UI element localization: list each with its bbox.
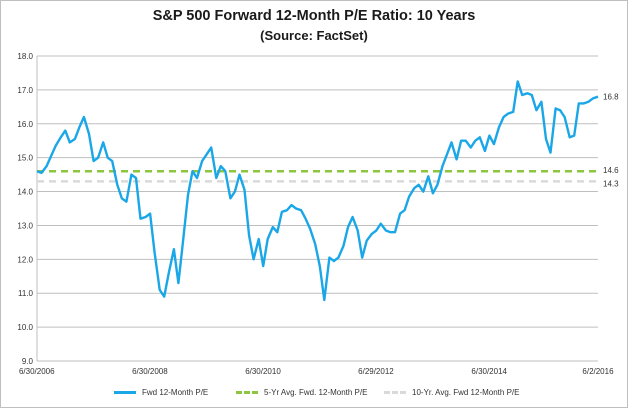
line-fwd-pe [36, 80, 599, 302]
y-tick-label: 9.0 [22, 357, 34, 366]
legend-item-fwd-pe: Fwd 12-Month P/E [114, 388, 208, 397]
legend-swatch-10yr-avg [384, 391, 406, 394]
legend-label-10yr-avg: 10-Yr. Avg. Fwd 12-Month P/E [412, 388, 520, 397]
y-tick-label: 12.0 [17, 255, 33, 264]
chart-title: S&P 500 Forward 12-Month P/E Ratio: 10 Y… [152, 8, 476, 24]
x-tick-label: 6/30/2014 [471, 367, 507, 376]
legend-item-10yr-avg: 10-Yr. Avg. Fwd 12-Month P/E [384, 388, 519, 397]
legend-swatch-5yr-avg [236, 391, 258, 394]
end-label-fwd-pe: 16.8 [603, 93, 619, 102]
legend-swatch-fwd-pe [114, 391, 136, 394]
x-tick-label: 6/2/2016 [582, 367, 614, 376]
legend-label-5yr-avg: 5-Yr Avg. Fwd. 12-Month P/E [264, 388, 368, 397]
end-label-5yr-avg: 14.6 [603, 166, 619, 175]
x-tick-label: 6/30/2006 [19, 367, 55, 376]
x-tick-label: 6/30/2010 [245, 367, 281, 376]
end-label-10yr-avg: 14.3 [603, 179, 619, 188]
y-tick-label: 17.0 [17, 86, 33, 95]
legend-item-5yr-avg: 5-Yr Avg. Fwd. 12-Month P/E [236, 388, 367, 397]
chart-subtitle: (Source: FactSet) [260, 28, 368, 43]
legend: Fwd 12-Month P/E 5-Yr Avg. Fwd. 12-Month… [0, 388, 628, 402]
y-tick-label: 14.0 [17, 188, 33, 197]
y-tick-label: 11.0 [18, 289, 34, 298]
x-tick-label: 6/29/2012 [358, 367, 394, 376]
y-tick-label: 16.0 [17, 120, 33, 129]
legend-label-fwd-pe: Fwd 12-Month P/E [142, 388, 209, 397]
y-tick-label: 13.0 [17, 221, 33, 230]
y-tick-label: 15.0 [17, 154, 33, 163]
y-tick-label: 10.0 [17, 323, 33, 332]
x-tick-label: 6/30/2008 [132, 367, 168, 376]
y-tick-label: 18.0 [17, 52, 33, 61]
